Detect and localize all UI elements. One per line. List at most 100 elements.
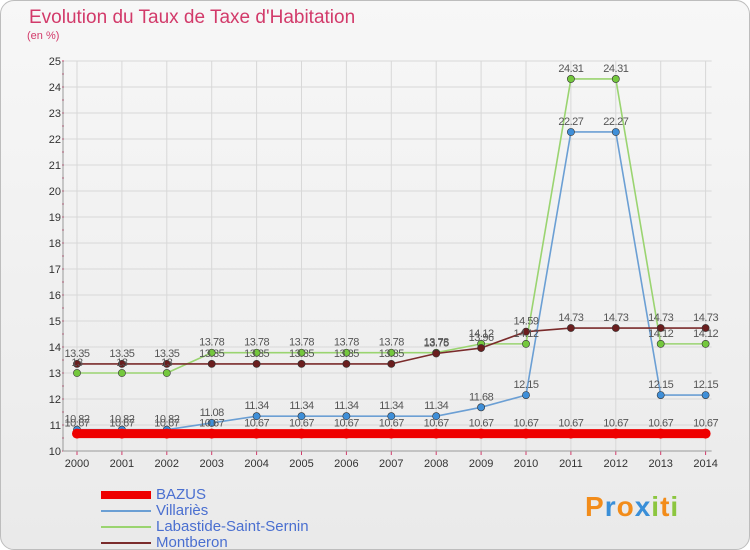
- x-tick-label: 2014: [693, 458, 717, 470]
- data-label-bazus: 10.67: [64, 418, 89, 430]
- y-tick-label: 17: [49, 264, 61, 276]
- data-point-villari-s: [252, 412, 261, 421]
- x-tick-label: 2011: [559, 458, 583, 470]
- data-label-bazus: 10.67: [379, 418, 404, 430]
- x-tick-label: 2005: [289, 458, 313, 470]
- data-point-labastide-saint-sernin: [207, 348, 216, 357]
- data-label-labastide-saint-sernin: 13: [71, 357, 83, 369]
- data-label-labastide-saint-sernin: 14.12: [648, 328, 673, 340]
- data-label-montberon: 13.35: [154, 348, 179, 360]
- data-label-labastide-saint-sernin: 14.12: [469, 328, 494, 340]
- data-label-villari-s: 11.08: [200, 407, 225, 419]
- data-point-villari-s: [477, 403, 485, 412]
- data-label-villari-s: 10.82: [109, 414, 134, 426]
- legend-swatch: [101, 510, 151, 512]
- data-point-labastide-saint-sernin: [611, 75, 620, 83]
- data-label-villari-s: 10.82: [154, 414, 179, 426]
- data-label-bazus: 10.67: [199, 418, 224, 430]
- data-label-bazus: 10.67: [693, 418, 718, 430]
- data-point-labastide-saint-sernin: [73, 369, 81, 377]
- data-point-villari-s: [432, 412, 441, 421]
- data-point-bazus: [476, 428, 487, 439]
- logo-letter: r: [604, 491, 617, 522]
- data-point-montberon: [387, 359, 396, 368]
- data-label-montberon: 14.73: [648, 312, 673, 324]
- data-label-labastide-saint-sernin: 13.78: [379, 337, 404, 349]
- data-label-bazus: 10.67: [603, 418, 628, 430]
- data-label-montberon: 13.35: [109, 348, 134, 360]
- data-point-villari-s: [611, 128, 620, 136]
- legend-label: Labastide-Saint-Sernin: [156, 518, 309, 535]
- data-point-bazus: [251, 428, 262, 439]
- data-label-labastide-saint-sernin: 24.31: [558, 63, 583, 75]
- data-point-labastide-saint-sernin: [297, 348, 306, 357]
- data-point-montberon: [342, 359, 351, 368]
- data-label-labastide-saint-sernin: 13.78: [424, 337, 449, 349]
- data-label-villari-s: 11.34: [289, 400, 314, 412]
- data-label-montberon: 13.35: [199, 348, 224, 360]
- legend-label: BAZUS: [156, 486, 207, 503]
- x-tick-label: 2012: [604, 458, 628, 470]
- legend-label: Villariès: [156, 502, 209, 519]
- data-label-labastide-saint-sernin: 13: [161, 357, 173, 369]
- data-label-labastide-saint-sernin: 24.31: [603, 63, 628, 75]
- logo-letter: i: [651, 491, 661, 522]
- data-label-labastide-saint-sernin: 13.78: [289, 337, 314, 349]
- y-tick-label: 24: [49, 82, 61, 94]
- y-tick-label: 11: [50, 420, 61, 432]
- x-tick-label: 2002: [155, 458, 179, 470]
- data-point-labastide-saint-sernin: [567, 75, 575, 83]
- logo-letter: i: [670, 491, 680, 522]
- data-label-montberon: 13.96: [469, 332, 494, 344]
- legend-swatch: [101, 542, 151, 544]
- data-point-labastide-saint-sernin: [342, 348, 351, 357]
- y-tick-label: 22: [49, 134, 61, 146]
- data-label-labastide-saint-sernin: 13.78: [244, 337, 269, 349]
- data-point-montberon: [656, 324, 665, 332]
- data-label-montberon: 13.35: [289, 348, 314, 360]
- data-point-labastide-saint-sernin: [522, 339, 530, 348]
- logo-letter: x: [634, 491, 652, 522]
- data-label-villari-s: 12.15: [513, 379, 538, 391]
- y-tick-label: 25: [49, 56, 61, 68]
- y-tick-label: 21: [49, 160, 61, 172]
- chart-title: Evolution du Taux de Taxe d'Habitation: [29, 7, 356, 28]
- data-point-labastide-saint-sernin: [656, 339, 665, 348]
- data-point-bazus: [610, 428, 621, 439]
- data-label-montberon: 14.73: [693, 312, 718, 324]
- data-point-villari-s: [522, 391, 530, 399]
- data-point-bazus: [521, 428, 531, 439]
- y-tick-label: 12: [49, 394, 61, 406]
- data-point-bazus: [206, 428, 217, 439]
- logo-letter: o: [616, 491, 635, 522]
- y-tick-label: 16: [49, 290, 61, 302]
- data-label-labastide-saint-sernin: 13.78: [199, 337, 224, 349]
- legend-label: Montberon: [156, 534, 228, 550]
- data-point-montberon: [522, 327, 530, 336]
- data-point-villari-s: [297, 412, 306, 421]
- x-tick-label: 2013: [648, 458, 672, 470]
- data-point-bazus: [700, 428, 711, 439]
- data-label-villari-s: 11.68: [469, 391, 494, 403]
- y-tick-label: 14: [49, 342, 61, 354]
- y-tick-label: 20: [49, 186, 61, 198]
- proxiti-logo: Proxiti: [585, 491, 679, 523]
- data-label-villari-s: 12.15: [648, 379, 673, 391]
- data-label-villari-s: 12.15: [693, 379, 718, 391]
- data-label-labastide-saint-sernin: 14.12: [513, 328, 538, 340]
- data-label-bazus: 10.67: [334, 418, 359, 430]
- data-label-montberon: 13.75: [424, 338, 449, 350]
- data-point-montberon: [477, 344, 485, 352]
- unit-label: (en %): [27, 30, 60, 42]
- data-label-bazus: 10.67: [154, 418, 179, 430]
- y-tick-label: 15: [49, 316, 61, 328]
- data-point-montberon: [567, 324, 575, 332]
- data-point-villari-s: [656, 391, 665, 399]
- data-point-bazus: [431, 428, 442, 439]
- data-point-montberon: [252, 359, 261, 368]
- data-point-labastide-saint-sernin: [701, 339, 710, 348]
- data-label-bazus: 10.67: [558, 418, 583, 430]
- y-tick-label: 23: [49, 108, 61, 120]
- y-tick-label: 19: [49, 212, 61, 224]
- data-point-villari-s: [387, 412, 396, 421]
